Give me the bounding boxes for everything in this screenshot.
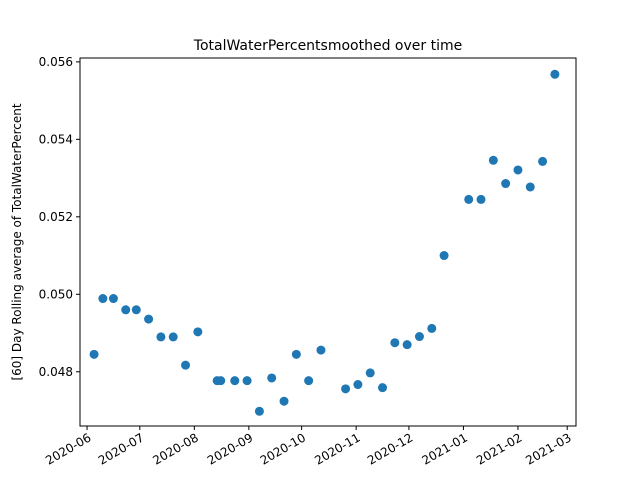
x-tick-label: 2020-11 xyxy=(312,430,362,467)
y-tick-label: 0.052 xyxy=(39,210,73,224)
data-point xyxy=(513,165,523,175)
data-point xyxy=(168,332,178,342)
data-point xyxy=(216,376,226,386)
data-point xyxy=(353,380,363,390)
data-point xyxy=(427,323,437,333)
data-point xyxy=(144,314,154,324)
data-point xyxy=(378,383,388,393)
x-tick-label: 2020-12 xyxy=(365,430,415,467)
data-point xyxy=(242,376,252,386)
x-tick-label: 2020-07 xyxy=(96,430,146,467)
x-tick-label: 2020-09 xyxy=(205,430,255,467)
axis-ticks: 2020-06 2020-07 2020-08 2020-09 2020-10 2020-… xyxy=(39,55,574,468)
y-tick-label: 0.048 xyxy=(39,365,73,379)
data-point xyxy=(525,182,535,192)
data-point xyxy=(267,373,277,383)
data-point xyxy=(439,251,449,261)
data-point xyxy=(230,376,240,386)
data-points xyxy=(89,69,560,416)
x-tick-label: 2021-02 xyxy=(474,430,524,467)
data-point xyxy=(108,294,118,304)
y-tick-label: 0.054 xyxy=(39,132,73,146)
data-point xyxy=(254,406,264,416)
data-point xyxy=(304,376,314,386)
data-point xyxy=(98,294,108,304)
data-point xyxy=(550,69,560,79)
data-point xyxy=(279,396,289,406)
data-point xyxy=(501,179,511,189)
data-point xyxy=(402,340,412,350)
data-point xyxy=(414,332,424,342)
data-point xyxy=(341,384,351,394)
x-tick-label: 2020-08 xyxy=(150,430,200,467)
data-point xyxy=(121,305,131,315)
y-tick-label: 0.050 xyxy=(39,287,73,301)
data-point xyxy=(390,338,400,348)
data-point xyxy=(538,156,548,166)
data-point xyxy=(131,305,141,315)
chart-title: TotalWaterPercentsmoothed over time xyxy=(193,38,462,54)
data-point xyxy=(476,194,486,204)
data-point xyxy=(291,349,301,359)
data-point xyxy=(488,155,498,165)
x-tick-label: 2021-03 xyxy=(523,430,573,467)
x-tick-label: 2021-01 xyxy=(420,430,470,467)
x-tick-label: 2020-10 xyxy=(258,430,308,467)
y-tick-label: 0.056 xyxy=(39,55,73,69)
plot-frame xyxy=(79,57,577,427)
data-point xyxy=(156,332,166,342)
data-point xyxy=(316,345,326,355)
data-point xyxy=(365,368,375,378)
data-point xyxy=(89,349,99,359)
y-axis-label: [60] Day Rolling average of TotalWaterPe… xyxy=(10,103,24,380)
x-tick-label: 2020-06 xyxy=(43,430,93,467)
data-point xyxy=(181,360,191,370)
data-point xyxy=(464,194,474,204)
data-point xyxy=(193,327,203,337)
